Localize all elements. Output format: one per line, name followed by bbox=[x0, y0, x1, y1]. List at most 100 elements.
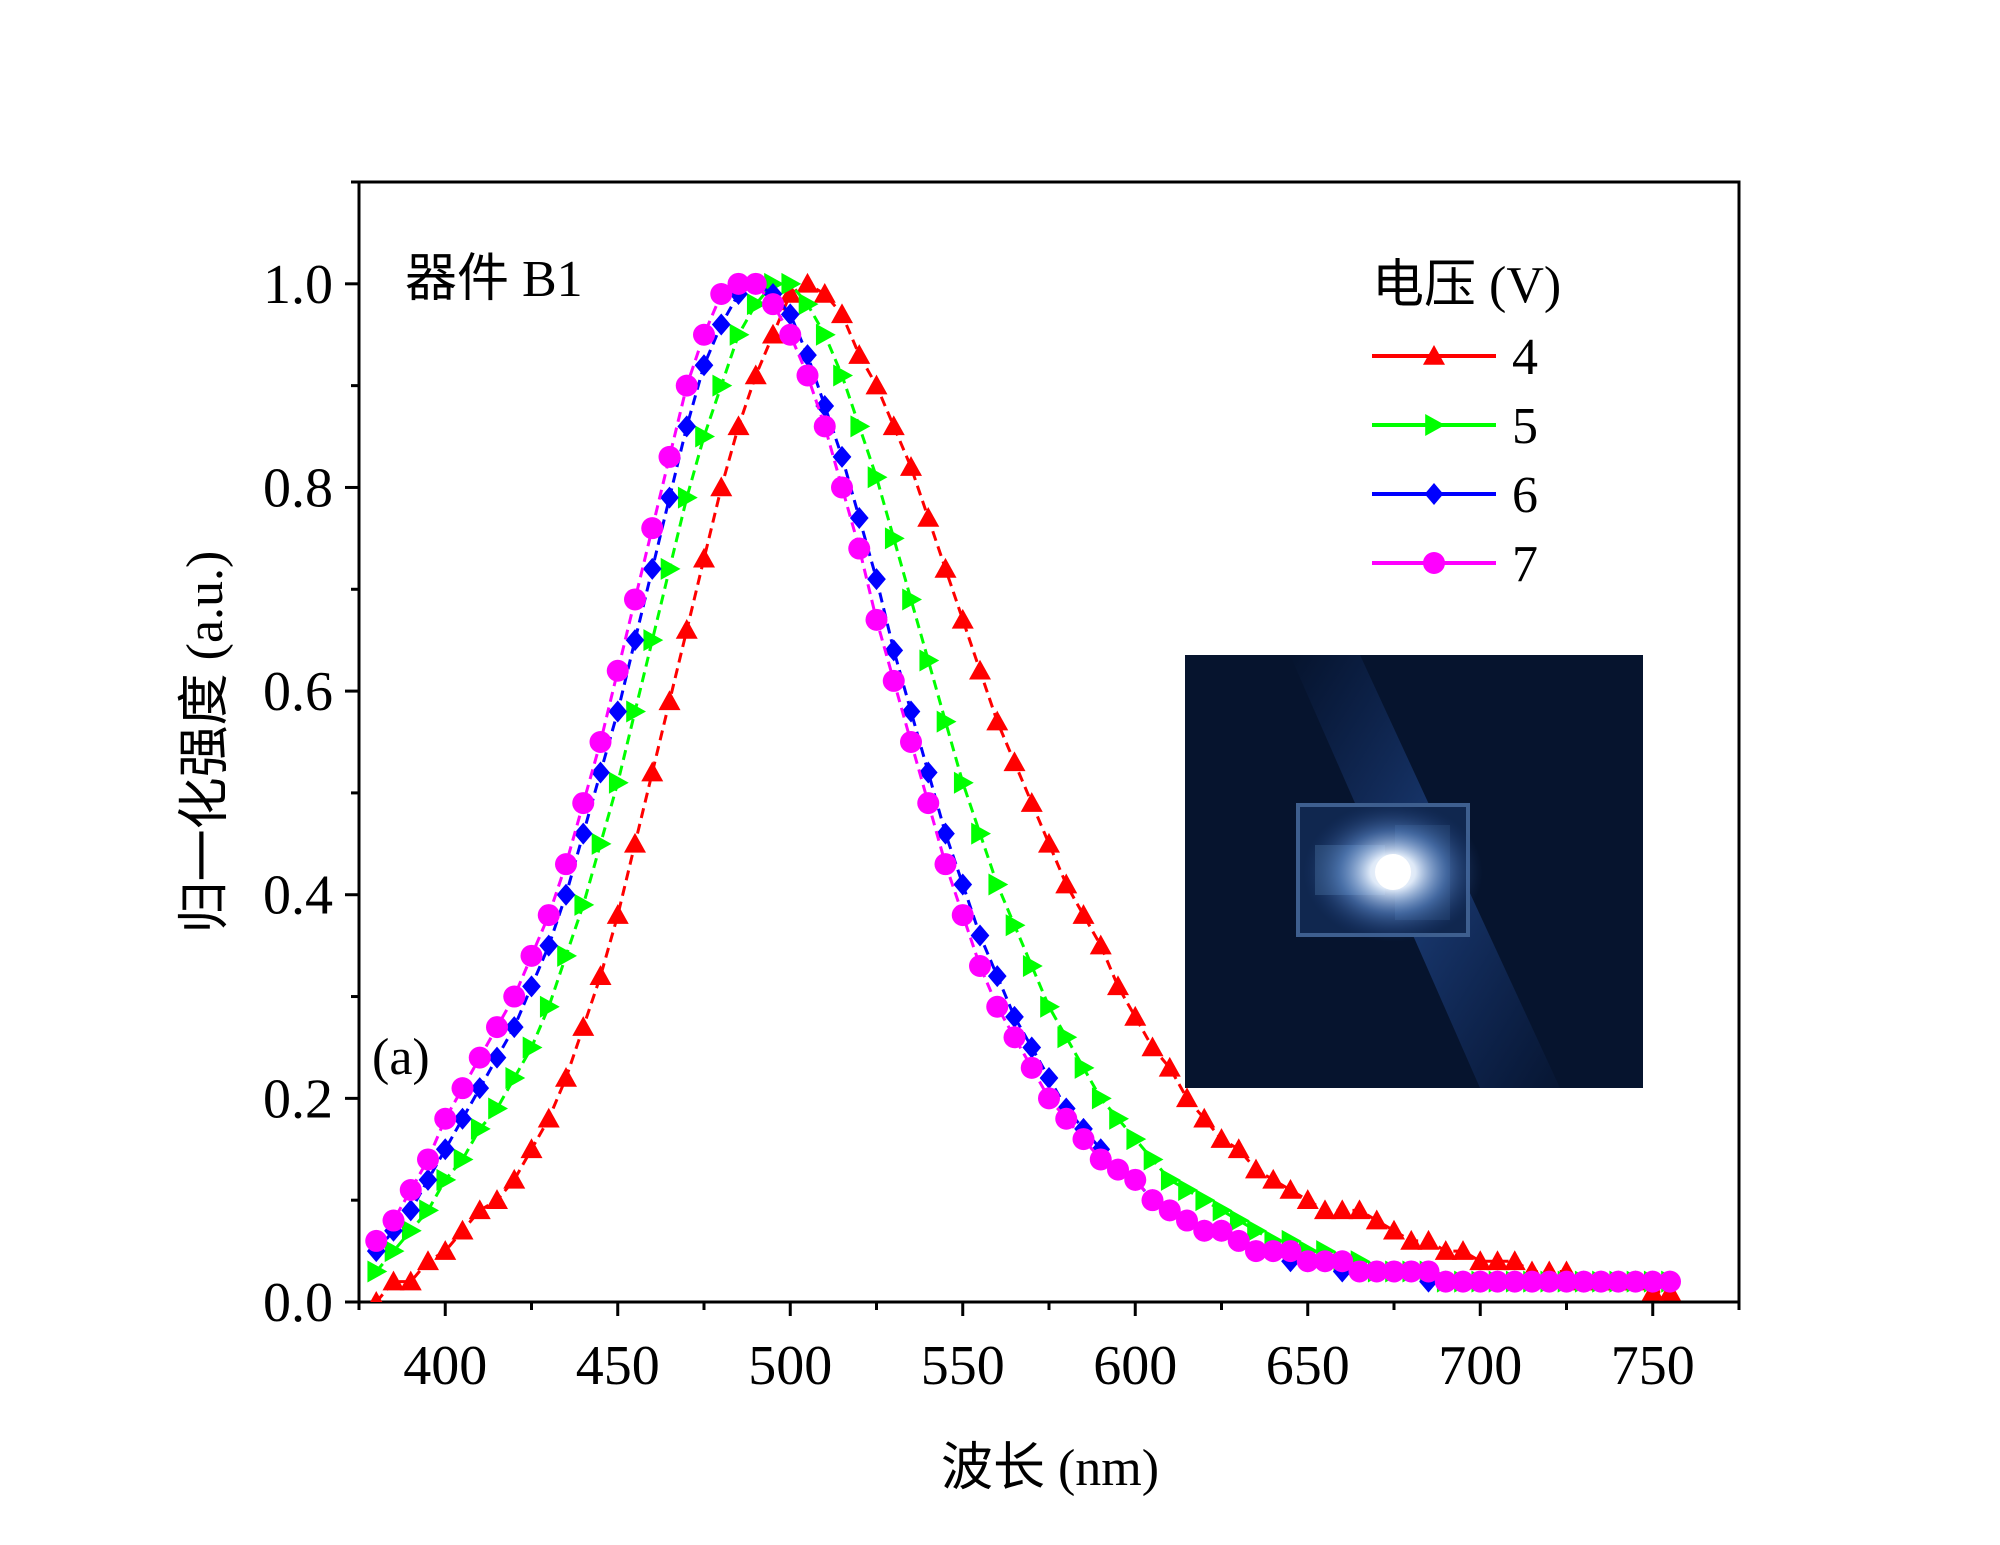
data-point bbox=[434, 1107, 457, 1130]
data-point bbox=[746, 293, 767, 316]
data-point bbox=[401, 1199, 421, 1222]
data-point bbox=[624, 832, 646, 853]
legend-marker bbox=[1423, 552, 1445, 574]
x-tick-label: 650 bbox=[1266, 1335, 1350, 1397]
data-point bbox=[1109, 1107, 1129, 1130]
data-point bbox=[901, 700, 921, 723]
data-point bbox=[1107, 975, 1129, 996]
data-point bbox=[951, 608, 974, 629]
data-point bbox=[572, 792, 595, 815]
data-point bbox=[849, 507, 869, 529]
data-point bbox=[488, 1097, 508, 1120]
data-point bbox=[1331, 1250, 1354, 1273]
data-point bbox=[486, 1189, 508, 1209]
data-point bbox=[848, 537, 871, 560]
data-point bbox=[419, 1199, 439, 1222]
data-point bbox=[1124, 1005, 1147, 1026]
data-point bbox=[626, 700, 646, 723]
data-point bbox=[744, 272, 767, 295]
data-point bbox=[1296, 1189, 1319, 1209]
data-point bbox=[710, 476, 733, 497]
data-point bbox=[505, 1067, 526, 1089]
data-point bbox=[1365, 1209, 1388, 1230]
data-point bbox=[831, 303, 853, 324]
data-point bbox=[1538, 1270, 1561, 1293]
data-point bbox=[1262, 1168, 1285, 1189]
data-point bbox=[1641, 1270, 1664, 1293]
data-point bbox=[813, 283, 836, 303]
data-point bbox=[1210, 1128, 1233, 1148]
data-point bbox=[643, 629, 664, 652]
data-point bbox=[399, 1179, 422, 1201]
data-point bbox=[884, 527, 905, 550]
data-point bbox=[779, 323, 802, 346]
data-point bbox=[988, 873, 1009, 896]
data-point bbox=[1020, 792, 1043, 812]
data-point bbox=[1089, 934, 1112, 955]
data-point bbox=[1038, 1087, 1060, 1110]
series-line-4 bbox=[375, 282, 1670, 1302]
data-point bbox=[470, 1117, 491, 1140]
data-point bbox=[1158, 1056, 1181, 1077]
y-tick-label: 0.8 bbox=[263, 457, 333, 519]
data-point bbox=[434, 1240, 457, 1260]
data-point bbox=[727, 415, 750, 436]
x-tick-label: 600 bbox=[1093, 1335, 1177, 1397]
x-tick-label: 500 bbox=[748, 1335, 832, 1397]
data-point bbox=[796, 272, 819, 293]
data-point bbox=[1245, 1240, 1267, 1263]
data-point bbox=[1178, 1179, 1198, 1201]
legend-label: 7 bbox=[1512, 536, 1538, 593]
data-point bbox=[813, 415, 836, 438]
device-photo-inset bbox=[1185, 655, 1643, 1088]
data-point bbox=[796, 364, 819, 387]
data-point bbox=[451, 1077, 474, 1100]
data-point bbox=[986, 710, 1009, 731]
data-point bbox=[693, 547, 715, 568]
data-point bbox=[417, 1148, 439, 1171]
data-point bbox=[987, 965, 1007, 988]
data-point bbox=[675, 374, 698, 397]
data-point bbox=[1572, 1270, 1595, 1293]
data-point bbox=[658, 690, 681, 711]
data-point bbox=[779, 283, 802, 303]
data-point bbox=[417, 1250, 439, 1271]
data-point bbox=[902, 588, 922, 611]
data-point bbox=[641, 761, 664, 782]
data-point bbox=[919, 649, 940, 672]
data-point bbox=[1039, 1067, 1059, 1089]
y-tick-label: 0.0 bbox=[263, 1272, 333, 1334]
data-point bbox=[556, 883, 576, 906]
data-point bbox=[953, 771, 974, 794]
legend-item-7: 7 bbox=[1372, 536, 1538, 593]
data-point bbox=[453, 1148, 474, 1171]
data-point bbox=[539, 995, 560, 1018]
y-tick-label: 0.2 bbox=[263, 1068, 333, 1130]
data-point bbox=[1107, 1158, 1129, 1181]
data-point bbox=[850, 415, 871, 438]
panel-label: (a) bbox=[372, 1029, 430, 1086]
x-tick-label: 550 bbox=[921, 1335, 1005, 1397]
data-point bbox=[1227, 1138, 1250, 1159]
data-point bbox=[1176, 1087, 1198, 1108]
data-point bbox=[539, 934, 559, 957]
data-point bbox=[1314, 1250, 1336, 1273]
data-point bbox=[1469, 1270, 1492, 1293]
data-point bbox=[537, 1107, 560, 1128]
data-point bbox=[762, 323, 784, 344]
data-point bbox=[693, 323, 715, 346]
data-point bbox=[986, 995, 1009, 1018]
data-point bbox=[798, 293, 819, 316]
data-point bbox=[1486, 1250, 1509, 1271]
data-point bbox=[365, 1229, 388, 1252]
data-point bbox=[1659, 1270, 1681, 1293]
data-point bbox=[1072, 904, 1095, 924]
data-point bbox=[382, 1270, 405, 1291]
data-point bbox=[1160, 1168, 1181, 1191]
data-point bbox=[608, 700, 628, 723]
data-point bbox=[1383, 1260, 1405, 1283]
data-point bbox=[503, 1168, 526, 1189]
data-point bbox=[969, 659, 991, 680]
data-point bbox=[936, 822, 955, 845]
data-point bbox=[486, 1016, 508, 1039]
